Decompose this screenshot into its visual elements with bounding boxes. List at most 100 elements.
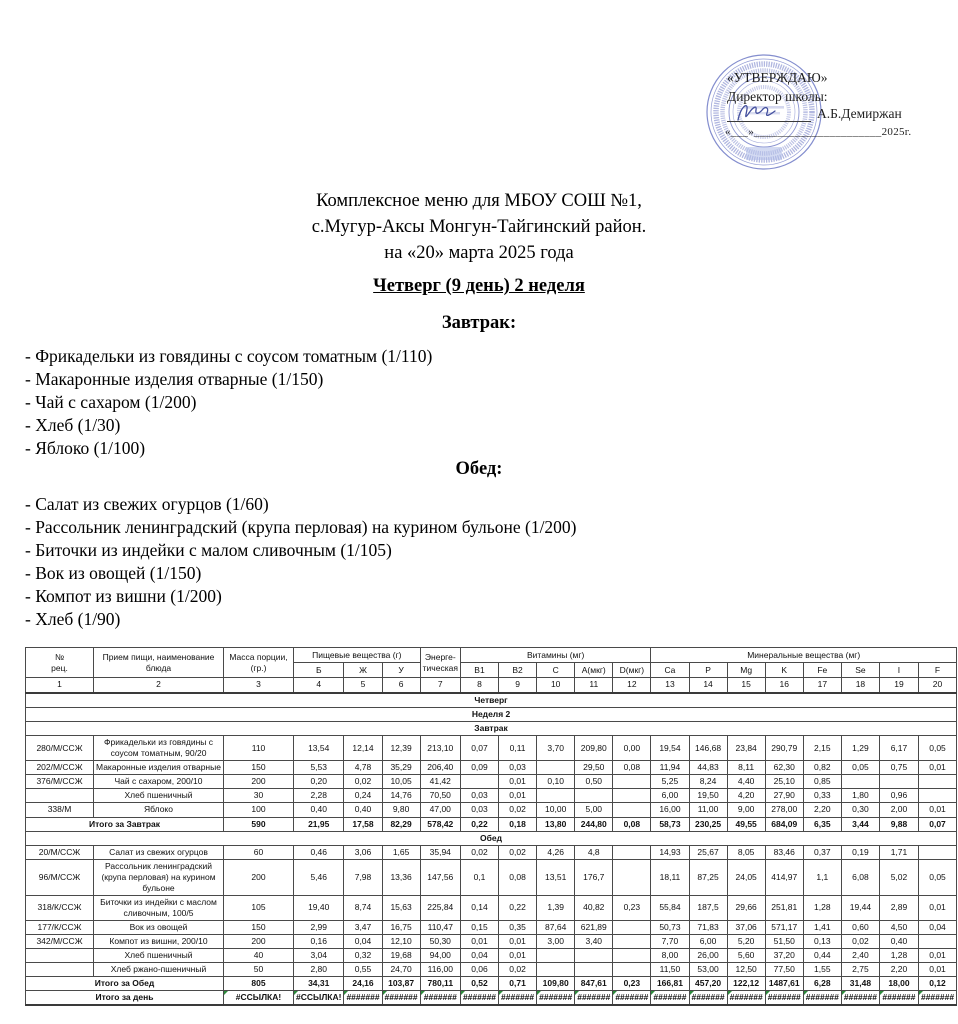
- approve-label: «УТВЕРЖДАЮ»: [727, 70, 828, 85]
- value-cell: 11,94: [650, 760, 690, 776]
- value-cell: 0,01: [917, 760, 958, 776]
- value-cell: 3,47: [343, 919, 383, 935]
- value-cell: 11,50: [650, 962, 690, 978]
- value-cell: 12,50: [726, 962, 766, 978]
- value-cell: 0,01: [498, 788, 538, 804]
- header-cell: Fe: [802, 662, 842, 679]
- menu-item: - Салат из свежих огурцов (1/60): [25, 494, 269, 514]
- value-cell: 0,09: [459, 760, 500, 776]
- column-number-cell: 10: [536, 677, 576, 695]
- error-value-cell: #######: [650, 990, 690, 1006]
- total-value-cell: 578,42: [419, 816, 461, 832]
- value-cell: 53,00: [688, 962, 728, 978]
- menu-item: - Вок из овощей (1/150): [25, 563, 202, 583]
- value-cell: 0,03: [459, 788, 500, 804]
- error-value-cell: #######: [726, 990, 766, 1006]
- value-cell: 0,1: [459, 858, 500, 896]
- value-cell: 7,98: [343, 858, 383, 896]
- value-cell: 2,75: [840, 962, 880, 978]
- header-cell: A(мкг): [574, 662, 614, 679]
- value-cell: 2,00: [878, 802, 919, 818]
- value-cell: 47,00: [419, 802, 461, 818]
- menu-item: - Фрикадельки из говядины с соусом томат…: [25, 346, 433, 366]
- value-cell: 0,35: [498, 919, 538, 935]
- column-number-cell: 13: [650, 677, 690, 695]
- value-cell: 29,66: [726, 894, 766, 921]
- menu-item: - Компот из вишни (1/200): [25, 586, 222, 606]
- value-cell: [612, 919, 652, 935]
- total-value-cell: 0,18: [498, 816, 538, 832]
- value-cell: 0,07: [459, 735, 500, 762]
- value-cell: 6,17: [878, 735, 919, 762]
- value-cell: 0,50: [574, 774, 614, 790]
- value-cell: 44,83: [688, 760, 728, 776]
- value-cell: 0,02: [498, 844, 538, 860]
- dish-name-cell: Яблоко: [93, 802, 224, 818]
- value-cell: 0,05: [917, 858, 958, 896]
- recipe-code-cell: 20/М/ССЖ: [25, 844, 94, 860]
- value-cell: 0,40: [292, 802, 345, 818]
- value-cell: 251,81: [764, 894, 804, 921]
- value-cell: 6,00: [688, 933, 728, 949]
- value-cell: 0,60: [840, 919, 880, 935]
- value-cell: 0,15: [459, 919, 500, 935]
- total-value-cell: 58,73: [650, 816, 690, 832]
- value-cell: 0,30: [840, 802, 880, 818]
- value-cell: [917, 774, 958, 790]
- value-cell: 0,08: [612, 760, 652, 776]
- total-label-cell: Итого за Обед: [25, 976, 224, 992]
- value-cell: 1,29: [840, 735, 880, 762]
- value-cell: 50: [223, 962, 294, 978]
- director-signature-icon: [737, 105, 776, 121]
- error-value-cell: #######: [802, 990, 842, 1006]
- value-cell: 225,84: [419, 894, 461, 921]
- value-cell: 571,17: [764, 919, 804, 935]
- total-value-cell: 109,80: [536, 976, 576, 992]
- total-label-cell: Итого за Завтрак: [25, 816, 224, 832]
- value-cell: 1,28: [878, 947, 919, 964]
- dish-name-cell: Рассольник ленинградский (крупа перловая…: [93, 858, 224, 896]
- value-cell: 3,70: [536, 735, 576, 762]
- header-cell: № рец.: [25, 646, 94, 679]
- column-number-row: 1 2 3 4 5 6 7 8 9 10 11 12 13 14 15 16 17 18 19 20: [25, 677, 958, 695]
- value-cell: 200: [223, 774, 294, 790]
- value-cell: 5,53: [292, 760, 345, 776]
- value-cell: 35,94: [419, 844, 461, 860]
- value-cell: [459, 774, 500, 790]
- director-name: А.Б.Демиржан: [817, 106, 902, 121]
- total-value-cell: 0,22: [459, 816, 500, 832]
- value-cell: 105: [223, 894, 294, 921]
- value-cell: 3,04: [292, 947, 345, 964]
- school-seal-icon: [706, 54, 822, 170]
- error-value-cell: #######: [343, 990, 383, 1006]
- value-cell: 0,01: [498, 774, 538, 790]
- dish-row: 280/М/ССЖ Фрикадельки из говядины с соусо…: [25, 735, 958, 762]
- total-value-cell: 684,09: [764, 816, 804, 832]
- value-cell: 0,05: [840, 760, 880, 776]
- value-cell: 150: [223, 919, 294, 935]
- value-cell: 15,63: [381, 894, 421, 921]
- value-cell: [612, 788, 652, 804]
- total-value-cell: 780,11: [419, 976, 461, 992]
- total-value-cell: 805: [223, 976, 294, 992]
- column-number-cell: 9: [498, 677, 538, 695]
- value-cell: 0,32: [343, 947, 383, 964]
- value-cell: 0,05: [917, 735, 958, 762]
- lunch-list: - Салат из свежих огурцов (1/60) - Рассол…: [25, 493, 958, 631]
- value-cell: 13,36: [381, 858, 421, 896]
- value-cell: [536, 760, 576, 776]
- value-cell: [917, 844, 958, 860]
- value-cell: 1,55: [802, 962, 842, 978]
- value-cell: 0,08: [498, 858, 538, 896]
- value-cell: 0,01: [917, 894, 958, 921]
- dish-name-cell: Хлеб ржано-пшеничный: [93, 962, 224, 978]
- value-cell: 4,40: [726, 774, 766, 790]
- value-cell: 0,02: [840, 933, 880, 949]
- value-cell: 0,46: [292, 844, 345, 860]
- total-label-cell: Итого за день: [25, 990, 224, 1006]
- value-cell: 87,64: [536, 919, 576, 935]
- value-cell: 0,55: [343, 962, 383, 978]
- value-cell: 3,06: [343, 844, 383, 860]
- value-cell: 5,00: [574, 802, 614, 818]
- error-value-cell: #######: [381, 990, 421, 1006]
